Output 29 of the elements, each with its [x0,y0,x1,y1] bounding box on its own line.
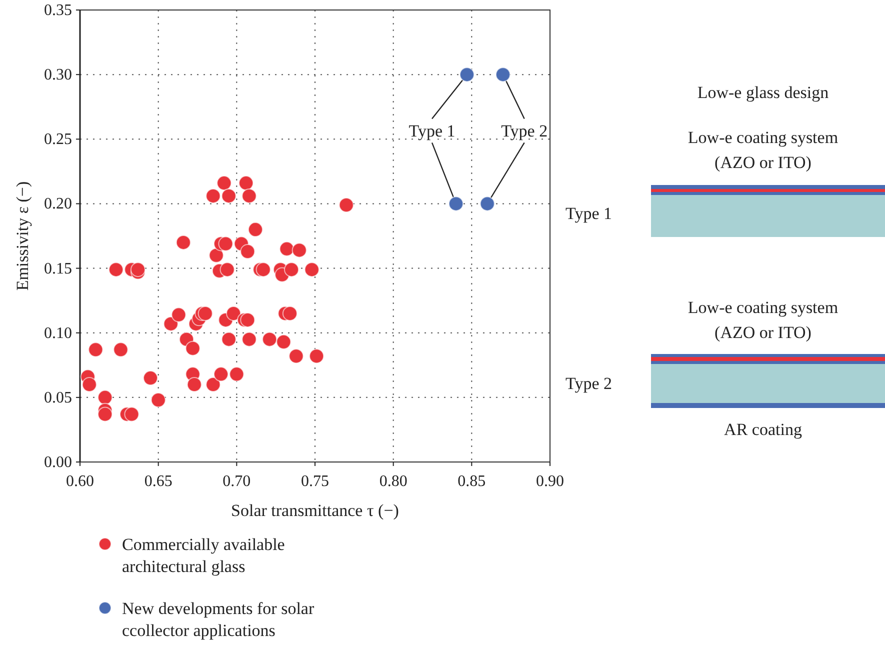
x-tick-label: 0.65 [144,473,172,490]
x-axis-title: Solar transmittance τ (−) [231,501,399,520]
x-tick-label: 0.80 [379,473,408,490]
y-tick-label: 0.00 [44,454,72,471]
y-tick-label: 0.05 [44,389,72,406]
x-tick-label: 0.75 [301,473,329,490]
y-tick-label: 0.15 [44,260,72,278]
text: Low-e coating system [688,128,838,147]
text: (AZO or ITO) [714,323,812,342]
annotation: Type 1 [408,122,456,141]
y-axis-title: Emissivity ε (−) [13,181,32,291]
x-tick-label: 0.90 [536,473,564,490]
text: (AZO or ITO) [714,153,812,172]
y-tick-label: 0.35 [44,2,72,19]
legend-label: Commercially available architectural glass [122,535,285,576]
text: Low-e glass design [697,83,830,102]
x-tick-label: 0.70 [222,473,251,490]
y-tick-label: 0.20 [44,196,72,213]
text: AR coating [724,420,802,439]
text: Type 2 [566,374,612,393]
y-tick-label: 0.10 [44,324,72,342]
y-tick-label: 0.25 [44,131,72,148]
x-tick-label: 0.60 [66,473,94,490]
annotation: Type 2 [501,122,548,141]
text: Type 1 [566,204,612,223]
y-tick-label: 0.30 [44,66,72,84]
legend-label: New developments for solar ccollector applications [122,599,314,640]
x-tick-label: 0.85 [458,473,486,490]
text: Low-e coating system [688,298,838,317]
